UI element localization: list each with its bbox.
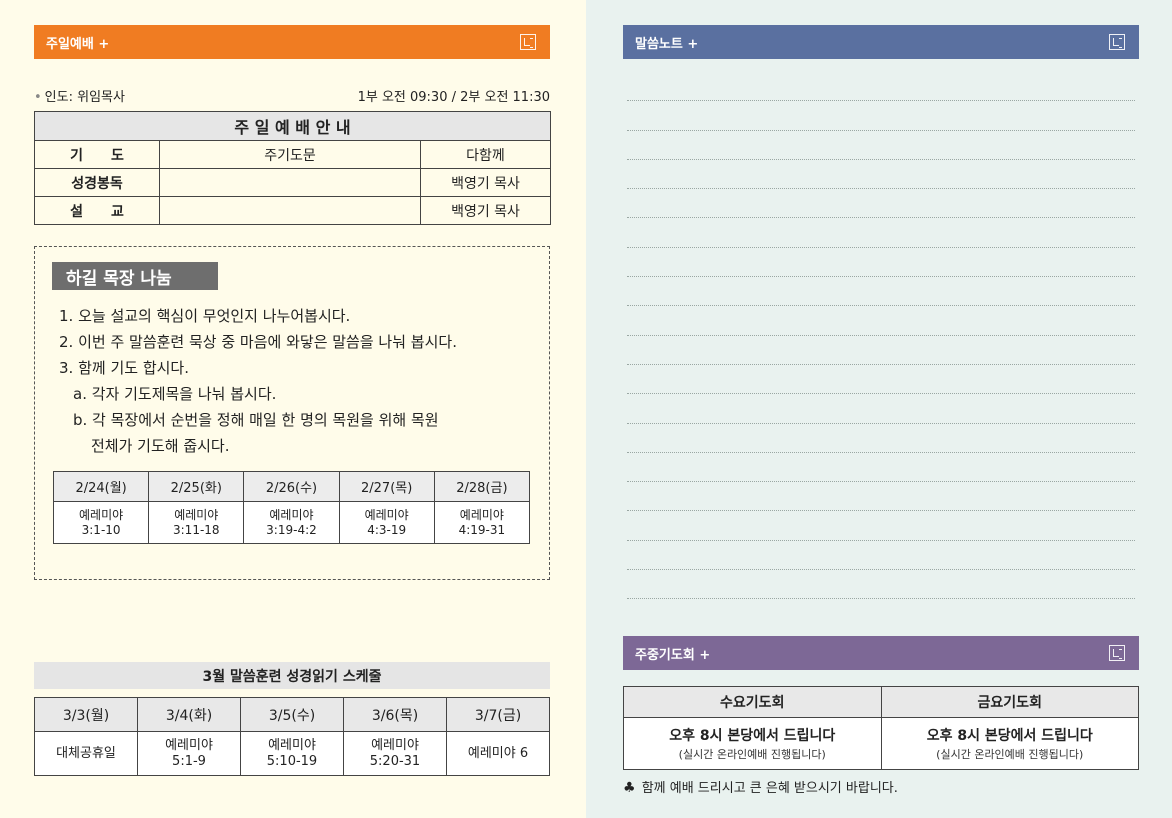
note-line bbox=[627, 306, 1135, 336]
list-item: 3. 함께 기도 합시다. bbox=[59, 359, 189, 377]
worship-time: 1부 오전 09:30 / 2부 오전 11:30 bbox=[357, 90, 550, 105]
worship-order-table: 주 일 예 배 안 내 기 도 주기도문 다함께 성경봉독 백영기 목사 설 교… bbox=[34, 111, 551, 225]
schedule-cell: 예레미야 5:10-19 bbox=[240, 731, 344, 776]
note-line bbox=[627, 189, 1135, 219]
reading-day: 2/25(화) bbox=[148, 471, 245, 502]
table-row: 3/3(월) 3/4(화) 3/5(수) 3/6(목) 3/7(금) bbox=[34, 697, 550, 732]
schedule-day: 3/6(목) bbox=[343, 697, 447, 732]
table-row: 기 도 주기도문 다함께 bbox=[34, 140, 551, 169]
reading-day: 2/27(목) bbox=[338, 471, 435, 502]
reading-cell: 예레미야 4:19-31 bbox=[433, 501, 531, 544]
table-row: 수요기도회 금요기도회 bbox=[623, 686, 1139, 718]
prayer-meeting-cell: 오후 8시 본당에서 드립니다 (실시간 온라인예배 진행됩니다) bbox=[880, 717, 1139, 770]
note-line bbox=[627, 72, 1135, 102]
table-row: 대체공휴일 예레미야 5:1-9 예레미야 5:10-19 예레미야 5:20-31 … bbox=[34, 731, 550, 776]
list-item: 전체가 기도해 줍시다. bbox=[91, 437, 230, 455]
reading-day: 2/24(월) bbox=[52, 471, 150, 502]
note-line bbox=[627, 482, 1135, 512]
schedule-day: 3/7(금) bbox=[446, 697, 550, 732]
order-item: 기 도 bbox=[34, 140, 160, 169]
order-content: 주기도문 bbox=[159, 140, 421, 169]
note-line bbox=[627, 511, 1135, 541]
left-page: 주일예배 + • 인도: 위임목사 1부 오전 09:30 / 2부 오전 11:… bbox=[0, 0, 586, 818]
list-item: 1. 오늘 설교의 핵심이 무엇인지 나누어봅시다. bbox=[59, 307, 351, 325]
sermon-notes-header[interactable]: 말씀노트 + bbox=[623, 25, 1139, 59]
table-row: 2/24(월) 2/25(화) 2/26(수) 2/27(목) 2/28(금) bbox=[52, 471, 531, 502]
note-line bbox=[627, 218, 1135, 248]
order-item: 설 교 bbox=[34, 196, 160, 225]
note-line bbox=[627, 424, 1135, 453]
reading-day: 2/26(수) bbox=[243, 471, 340, 502]
note-line bbox=[627, 277, 1135, 307]
order-item: 성경봉독 bbox=[34, 168, 160, 197]
schedule-day: 3/4(화) bbox=[137, 697, 241, 732]
note-line bbox=[627, 160, 1135, 190]
note-line bbox=[627, 101, 1135, 131]
note-lines[interactable] bbox=[627, 72, 1135, 600]
table-row: 설 교 백영기 목사 bbox=[34, 196, 551, 225]
footer-text: 함께 예배 드리시고 큰 은혜 받으시기 바랍니다. bbox=[641, 781, 898, 796]
note-line bbox=[627, 541, 1135, 571]
note-line bbox=[627, 394, 1135, 424]
schedule-cell: 예레미야 5:1-9 bbox=[137, 731, 241, 776]
order-content bbox=[159, 168, 421, 197]
schedule-day: 3/5(수) bbox=[240, 697, 344, 732]
small-group-title: 하길 목장 나눔 bbox=[52, 262, 218, 290]
note-line bbox=[627, 570, 1135, 600]
march-schedule-table: 3/3(월) 3/4(화) 3/5(수) 3/6(목) 3/7(금) 대체공휴일… bbox=[34, 697, 550, 776]
reading-day: 2/28(금) bbox=[433, 471, 531, 502]
table-row: 성경봉독 백영기 목사 bbox=[34, 168, 551, 197]
club-icon: ♣ bbox=[623, 780, 636, 796]
order-content bbox=[159, 196, 421, 225]
order-person: 백영기 목사 bbox=[420, 168, 551, 197]
schedule-title: 3월 말씀훈련 성경읽기 스케줄 bbox=[34, 662, 550, 689]
note-line bbox=[627, 248, 1135, 278]
note-line bbox=[627, 131, 1135, 160]
sunday-worship-header[interactable]: 주일예배 + bbox=[34, 25, 550, 59]
prayer-meeting-cell: 오후 8시 본당에서 드립니다 (실시간 온라인예배 진행됩니다) bbox=[623, 717, 882, 770]
note-line bbox=[627, 365, 1135, 395]
document-icon[interactable] bbox=[1109, 645, 1125, 661]
document-icon[interactable] bbox=[520, 34, 536, 50]
weekday-prayer-header-label: 주중기도회 + bbox=[635, 647, 711, 663]
order-person: 백영기 목사 bbox=[420, 196, 551, 225]
table-row: 예레미야 3:1-10 예레미야 3:11-18 예레미야 3:19-4:2 예레미야… bbox=[52, 501, 531, 544]
worship-info: • 인도: 위임목사 1부 오전 09:30 / 2부 오전 11:30 bbox=[34, 86, 550, 105]
prayer-meeting-title: 수요기도회 bbox=[623, 686, 882, 718]
worship-leader: • 인도: 위임목사 bbox=[34, 90, 125, 105]
document-icon[interactable] bbox=[1109, 34, 1125, 50]
list-item: a. 각자 기도제목을 나눠 봅시다. bbox=[73, 385, 277, 403]
list-item: b. 각 목장에서 순번을 정해 매일 한 명의 목원을 위해 목원 bbox=[73, 411, 439, 429]
note-line bbox=[627, 453, 1135, 483]
order-person: 다함께 bbox=[420, 140, 551, 169]
table-row: 오후 8시 본당에서 드립니다 (실시간 온라인예배 진행됩니다) 오후 8시 … bbox=[623, 717, 1139, 770]
schedule-cell: 예레미야 6 bbox=[446, 731, 550, 776]
prayer-meeting-table: 수요기도회 금요기도회 오후 8시 본당에서 드립니다 (실시간 온라인예배 진… bbox=[623, 686, 1139, 770]
schedule-day: 3/3(월) bbox=[34, 697, 138, 732]
reading-cell: 예레미야 3:19-4:2 bbox=[243, 501, 340, 544]
sharing-questions: 1. 오늘 설교의 핵심이 무엇인지 나누어봅시다. 2. 이번 주 말씀훈련 … bbox=[59, 303, 457, 459]
schedule-cell: 예레미야 5:20-31 bbox=[343, 731, 447, 776]
small-group-sharing-box: 하길 목장 나눔 1. 오늘 설교의 핵심이 무엇인지 나누어봅시다. 2. 이… bbox=[34, 246, 550, 580]
prayer-meeting-title: 금요기도회 bbox=[880, 686, 1139, 718]
sermon-notes-header-label: 말씀노트 + bbox=[635, 36, 699, 52]
footer-note: ♣ 함께 예배 드리시고 큰 은혜 받으시기 바랍니다. bbox=[623, 777, 898, 796]
reading-cell: 예레미야 4:3-19 bbox=[338, 501, 435, 544]
list-item: 2. 이번 주 말씀훈련 묵상 중 마음에 와닿은 말씀을 나눠 봅시다. bbox=[59, 333, 457, 351]
weekday-prayer-header[interactable]: 주중기도회 + bbox=[623, 636, 1139, 670]
weekly-reading-table: 2/24(월) 2/25(화) 2/26(수) 2/27(목) 2/28(금) … bbox=[52, 471, 531, 544]
schedule-cell: 대체공휴일 bbox=[34, 731, 138, 776]
sunday-worship-header-label: 주일예배 + bbox=[46, 36, 110, 52]
reading-cell: 예레미야 3:1-10 bbox=[52, 501, 150, 544]
worship-order-title: 주 일 예 배 안 내 bbox=[34, 111, 551, 141]
reading-cell: 예레미야 3:11-18 bbox=[148, 501, 245, 544]
note-line bbox=[627, 336, 1135, 365]
right-page bbox=[586, 0, 1172, 818]
